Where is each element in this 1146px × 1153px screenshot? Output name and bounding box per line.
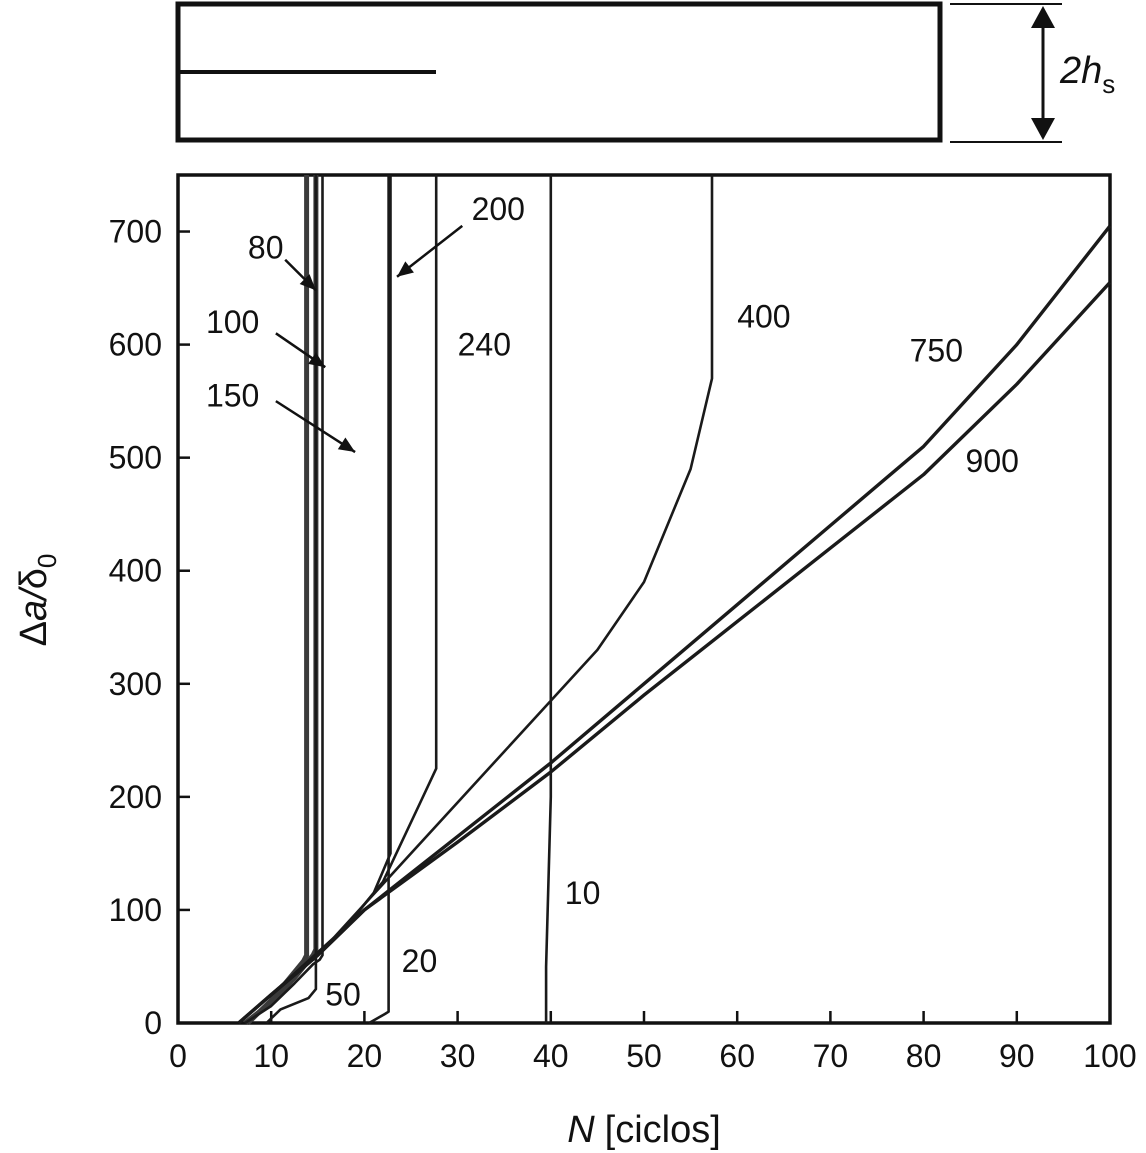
- curve-labels: 80 100 150 200 240 400 750 900 10 20 50: [206, 191, 1019, 1013]
- series-line-20: [368, 175, 390, 1025]
- x-axis-title: N [ciclos]: [567, 1109, 721, 1151]
- series-line-150: [244, 175, 324, 1025]
- x-tick-label: 90: [999, 1038, 1035, 1074]
- series-line-10: [544, 175, 553, 1023]
- y-tick-label: 200: [109, 779, 162, 815]
- label-arrow-head-icon: [397, 261, 414, 277]
- beam-height-label: 2hs: [1059, 50, 1115, 99]
- y-tick-label: 100: [109, 892, 162, 928]
- curve-label-900: 900: [966, 443, 1019, 479]
- x-tick-label: 50: [626, 1038, 662, 1074]
- curve-label-50: 50: [325, 977, 361, 1013]
- x-tick-label: 20: [347, 1038, 383, 1074]
- curve-label-750: 750: [910, 332, 963, 368]
- series-line-80: [246, 175, 310, 1025]
- x-axis: 0 10 20 30 40 50 60 70 80 90 100: [169, 1011, 1137, 1074]
- label-arrow-head-icon: [308, 352, 326, 368]
- label-arrow-head-icon: [299, 274, 316, 291]
- y-tick-label: 500: [109, 440, 162, 476]
- x-tick-label: 30: [440, 1038, 476, 1074]
- y-tick-label: 0: [144, 1005, 162, 1041]
- y-tick-label: 300: [109, 666, 162, 702]
- series-line-50: [265, 175, 318, 1024]
- x-tick-label: 0: [169, 1038, 187, 1074]
- y-tick-label: 400: [109, 553, 162, 589]
- label-arrow-head-icon: [337, 437, 356, 453]
- x-tick-label: 100: [1083, 1038, 1136, 1074]
- label-arrows: [275, 224, 464, 454]
- x-tick-label: 70: [813, 1038, 849, 1074]
- dimension-arrow-down-icon: [1031, 118, 1055, 140]
- x-tick-label: 10: [253, 1038, 289, 1074]
- curve-label-100: 100: [206, 304, 259, 340]
- curve-label-10: 10: [565, 875, 601, 911]
- y-tick-label: 600: [109, 327, 162, 363]
- series-line-900: [237, 281, 1112, 1025]
- curve-label-80: 80: [248, 229, 284, 265]
- curve-label-150: 150: [206, 377, 259, 413]
- y-axis-title: Δa/δ0: [13, 554, 62, 647]
- x-tick-label: 80: [906, 1038, 942, 1074]
- curve-label-20: 20: [402, 943, 438, 979]
- curve-label-400: 400: [737, 298, 790, 334]
- curve-label-200: 200: [472, 191, 525, 227]
- series-curves: [237, 175, 1112, 1025]
- beam-schematic: 2hs: [175, 1, 1115, 143]
- series-line-240: [237, 175, 438, 1024]
- series-line-750: [237, 224, 1112, 1025]
- x-tick-label: 60: [719, 1038, 755, 1074]
- dimension-arrow-up-icon: [1031, 6, 1055, 28]
- x-tick-label: 40: [533, 1038, 569, 1074]
- y-tick-label: 700: [109, 214, 162, 250]
- y-axis: 0 100 200 300 400 500 600 700: [109, 214, 190, 1041]
- curve-label-240: 240: [458, 327, 511, 363]
- series-line-400: [237, 175, 714, 1024]
